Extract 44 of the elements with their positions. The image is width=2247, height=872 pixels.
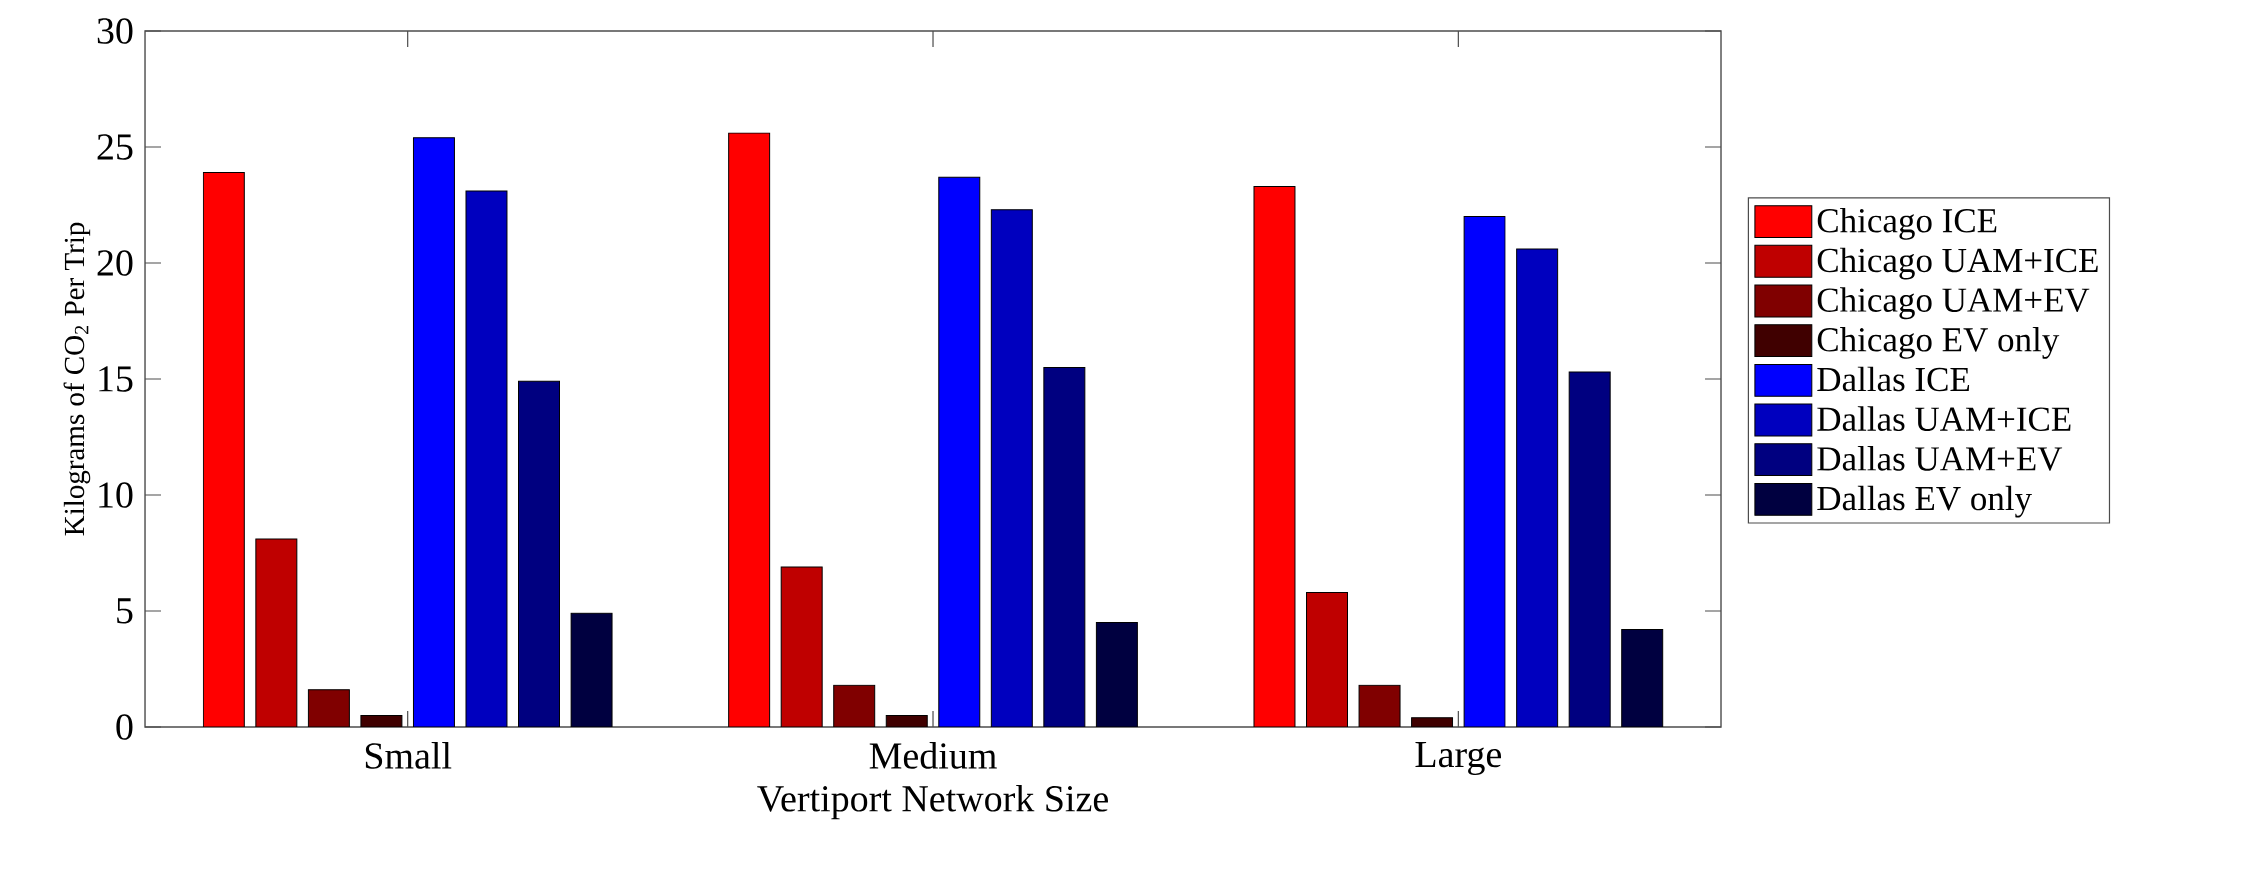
- legend-label: Dallas UAM+ICE: [1817, 406, 2071, 431]
- bar: [780, 566, 823, 727]
- y-tick-label: 20: [97, 250, 133, 276]
- legend-label: Dallas ICE: [1817, 366, 1970, 392]
- y-tick-label: 10: [99, 482, 133, 508]
- bar: [833, 684, 876, 727]
- bar: [885, 714, 928, 727]
- bar: [465, 190, 508, 727]
- y-tick-label: 25: [97, 134, 133, 160]
- bar: [570, 612, 613, 727]
- bar: [1411, 717, 1454, 727]
- x-axis-title: Vertiport Network Size: [757, 784, 1108, 820]
- bar: [1568, 371, 1611, 727]
- x-tick-label: Large: [1415, 742, 1502, 776]
- legend-label: Dallas UAM+EV: [1817, 446, 2063, 471]
- y-axis-title: Kilograms of CO$_{2}$ Per Trip: [63, 222, 91, 536]
- bar: [1621, 629, 1664, 727]
- bar: [1043, 366, 1086, 727]
- x-tick-label: Medium: [869, 742, 997, 769]
- legend-label: Chicago EV only: [1817, 327, 2060, 359]
- bar: [938, 176, 981, 727]
- bar: [518, 380, 560, 727]
- legend-label: Dallas EV only: [1817, 485, 2032, 518]
- y-tick-label: 30: [97, 18, 133, 44]
- y-tick-label: 0: [116, 714, 133, 740]
- legend-label: Chicago ICE: [1817, 207, 1997, 240]
- y-tick-label: 15: [99, 366, 133, 392]
- y-tick-label: 5: [117, 598, 133, 624]
- bar: [728, 132, 771, 727]
- x-tick-label: Small: [365, 742, 452, 769]
- bar: [1253, 185, 1296, 727]
- legend-label: Chicago UAM+ICE: [1817, 247, 2098, 280]
- bar: [360, 714, 403, 727]
- legend-label: Chicago UAM+EV: [1817, 287, 2090, 320]
- bar: [255, 538, 298, 727]
- bar: [1306, 591, 1348, 727]
- bar: [1095, 622, 1138, 727]
- bar: [307, 689, 350, 727]
- bar: [1516, 248, 1559, 727]
- bar: [1463, 216, 1506, 727]
- bar: [990, 209, 1033, 727]
- bar: [202, 172, 245, 727]
- bar: [412, 137, 455, 727]
- bar: [1358, 684, 1401, 727]
